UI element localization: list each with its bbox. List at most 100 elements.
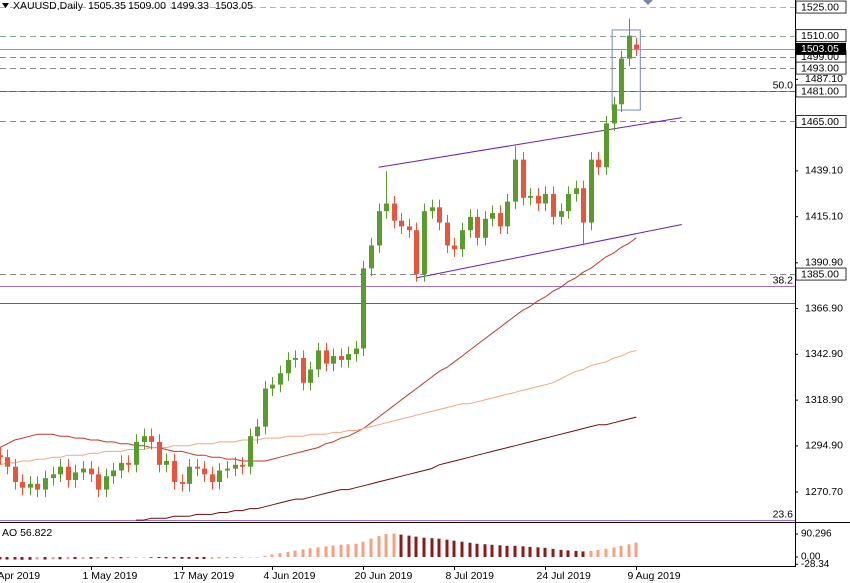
candle-body	[58, 466, 63, 475]
main-pane	[0, 7, 795, 521]
ao-bar	[483, 544, 487, 558]
chart-title: XAUUSD,Daily	[13, 0, 84, 12]
ao-bar	[596, 549, 600, 558]
osc-tick-label: -28.34	[801, 559, 830, 570]
ao-bar	[566, 550, 570, 558]
ao-bar	[316, 547, 320, 558]
candle-body	[612, 104, 617, 124]
candle-body	[619, 58, 624, 105]
ao-bar	[157, 557, 161, 559]
ao-bar	[331, 545, 335, 558]
ao-bar	[217, 557, 221, 559]
ao-bar	[255, 557, 259, 558]
ao-bar	[445, 539, 449, 558]
ao-bar	[293, 550, 297, 558]
ao-bar	[13, 557, 17, 560]
candle-body	[369, 245, 374, 269]
level-tag	[795, 115, 847, 128]
ao-bar	[278, 553, 282, 558]
candle-body	[346, 354, 351, 360]
ao-bar	[301, 549, 305, 558]
ao-bar	[574, 550, 578, 558]
ao-bar	[134, 557, 138, 558]
candle-body	[13, 466, 18, 482]
ao-bar	[612, 547, 616, 558]
level-label: 1525.00	[801, 1, 839, 13]
ao-bar	[384, 534, 388, 558]
ao-bar	[369, 538, 373, 558]
ao-bar	[149, 557, 153, 558]
candle-body	[270, 384, 275, 389]
candle-body	[361, 268, 366, 349]
shift-marker	[643, 0, 653, 5]
x-tick-label: 1 May 2019	[83, 570, 138, 582]
ao-bar	[43, 557, 47, 560]
x-tick-label: 8 Jul 2019	[446, 570, 495, 582]
y-tick-label: 1318.90	[805, 394, 843, 406]
candle-body	[43, 478, 48, 490]
ao-bar	[634, 542, 638, 558]
quote-close: 1503.05	[215, 0, 253, 12]
ao-bar	[361, 541, 365, 558]
ao-bar	[490, 544, 494, 558]
x-tick-label: 12 Apr 2019	[0, 570, 40, 582]
candle-body	[104, 476, 109, 490]
candle-body	[301, 357, 306, 383]
candle-body	[293, 357, 298, 360]
ao-bar	[195, 557, 199, 560]
candle-body	[195, 466, 200, 469]
level-label: 1481.00	[801, 85, 839, 97]
ao-bar	[430, 538, 434, 558]
level-label: 1510.00	[801, 30, 839, 42]
candle-body	[377, 211, 382, 246]
ao-bar	[180, 557, 184, 559]
trendline	[416, 223, 682, 279]
highlight-box	[611, 29, 641, 111]
quote-low: 1499.33	[171, 0, 209, 12]
candle-body	[286, 359, 291, 374]
symbol-icon	[2, 3, 9, 8]
candle-body	[399, 220, 404, 227]
candle-body	[331, 356, 336, 364]
candle-body	[119, 462, 124, 471]
ao-bar	[422, 537, 426, 558]
level-tag	[795, 0, 847, 14]
ao-bar	[627, 544, 631, 558]
candle-body	[240, 464, 245, 467]
candle-body	[498, 213, 503, 227]
ao-bar	[126, 557, 130, 559]
candle-body	[483, 218, 488, 238]
ao-bar	[248, 557, 252, 558]
quote-open: 1505.35	[88, 0, 126, 12]
ao-bar	[437, 538, 441, 558]
candle-body	[134, 441, 139, 465]
candle-body	[604, 123, 609, 168]
ao-bar	[172, 557, 176, 559]
candle-body	[414, 230, 419, 275]
osc-tick-label: 0.00	[801, 552, 821, 563]
ao-bar	[498, 545, 502, 558]
candle-body	[627, 35, 632, 59]
ao-bar	[559, 549, 563, 558]
candle-body	[551, 193, 556, 217]
ao-bar	[452, 540, 456, 558]
candle-body	[528, 195, 533, 198]
candle-body	[66, 466, 71, 481]
x-tick-label: 24 Jul 2019	[537, 570, 591, 582]
ao-bar	[58, 557, 62, 560]
y-tick-label: 1415.10	[805, 210, 843, 222]
ao-bar	[308, 548, 312, 558]
ao-bar	[20, 557, 24, 560]
ao-bar	[528, 546, 532, 558]
candle-body	[475, 216, 480, 238]
ao-bar	[187, 557, 191, 559]
candle-body	[316, 350, 321, 370]
ao-bar	[89, 557, 93, 559]
candle-body	[278, 373, 283, 385]
candle-body	[543, 193, 548, 204]
candle-body	[111, 470, 116, 477]
candle-body	[20, 481, 25, 488]
ao-bar	[354, 543, 358, 558]
